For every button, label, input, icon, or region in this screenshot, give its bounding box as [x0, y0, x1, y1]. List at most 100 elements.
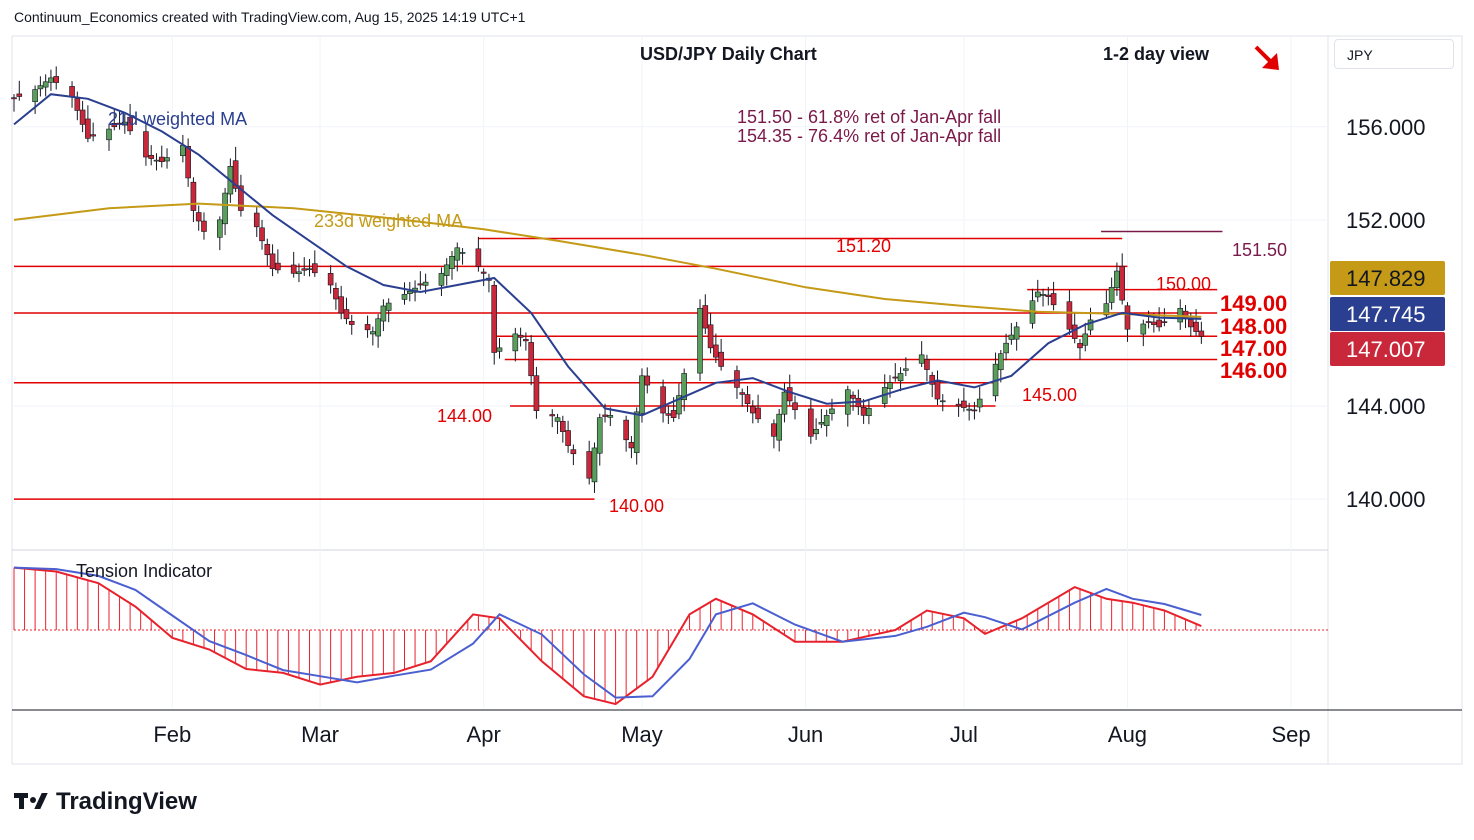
- support-resistance-lines: [14, 230, 1223, 500]
- candle: [939, 394, 946, 412]
- chart-text-labels: 151.20 151.50 150.00 149.00148.00147.00146.…: [76, 44, 1289, 581]
- candle-body: [158, 156, 165, 162]
- candle-body: [533, 375, 540, 411]
- level-label-149-00: 149.00: [1220, 291, 1287, 316]
- candle-body: [1198, 330, 1205, 337]
- candle-body: [480, 271, 487, 274]
- candle: [1050, 281, 1057, 311]
- candle-body: [660, 386, 666, 414]
- candle-body: [301, 268, 308, 271]
- candle-body: [153, 159, 160, 162]
- candle: [955, 398, 962, 417]
- candle-body: [586, 451, 593, 479]
- candle-body: [370, 331, 376, 335]
- candle: [829, 398, 835, 421]
- candle: [702, 294, 709, 335]
- candle-body: [1140, 323, 1147, 335]
- candle-body: [607, 415, 614, 418]
- candle-body: [264, 243, 271, 256]
- candle: [844, 385, 851, 427]
- candle-body: [517, 334, 524, 338]
- candle-body: [739, 392, 746, 395]
- candle-body: [1156, 319, 1162, 328]
- candle-body: [1082, 333, 1089, 346]
- candle-body: [69, 86, 75, 97]
- candle-body: [1103, 303, 1110, 316]
- candle: [681, 368, 687, 412]
- candle: [1156, 307, 1162, 332]
- candle-body: [127, 116, 133, 132]
- candle: [718, 338, 724, 371]
- price-tag-label: 147.007: [1346, 337, 1426, 362]
- view-label: 1-2 day view: [1103, 44, 1210, 64]
- candle-body: [823, 415, 830, 427]
- candle: [16, 80, 23, 101]
- tension-title: Tension Indicator: [76, 561, 212, 581]
- candle: [417, 271, 424, 290]
- candle: [1034, 279, 1041, 303]
- candle: [217, 216, 223, 251]
- candle-body: [955, 403, 962, 407]
- candle: [111, 109, 118, 131]
- candle: [90, 122, 96, 142]
- candle: [180, 134, 186, 163]
- candle-body: [79, 109, 86, 125]
- candle: [628, 435, 635, 459]
- candle: [37, 76, 44, 97]
- candle-body: [190, 181, 197, 211]
- price-tag-label: 147.745: [1346, 302, 1426, 327]
- candle: [697, 299, 703, 381]
- candle: [1029, 288, 1036, 329]
- candle-body: [850, 394, 856, 399]
- candle-body: [1114, 270, 1120, 288]
- candle-body: [380, 305, 387, 322]
- candle: [401, 282, 408, 305]
- candle-body: [259, 227, 265, 242]
- candle-body: [16, 93, 23, 97]
- candle: [918, 341, 925, 368]
- candle-body: [998, 353, 1004, 371]
- candle-body: [111, 123, 118, 128]
- ma233-label: 233d weighted MA: [314, 211, 463, 231]
- candle: [253, 206, 260, 237]
- candle-body: [11, 97, 17, 100]
- candle: [934, 370, 941, 406]
- candle-body: [443, 264, 450, 276]
- candle: [586, 440, 593, 485]
- time-tick-label: Jun: [788, 722, 823, 747]
- candle-body: [808, 408, 814, 437]
- candle: [823, 409, 830, 437]
- candle-body: [1145, 321, 1152, 323]
- candle-body: [217, 219, 223, 238]
- candle: [739, 388, 746, 407]
- candle: [438, 267, 445, 297]
- price-tag-box: [1330, 261, 1445, 295]
- candle-body: [269, 253, 276, 270]
- time-tick-label: Jul: [950, 722, 978, 747]
- candle-body: [771, 423, 777, 437]
- candle: [74, 91, 81, 121]
- candle: [897, 367, 904, 392]
- candle-body: [596, 417, 603, 454]
- candle-body: [697, 307, 703, 374]
- candle: [971, 401, 978, 420]
- candle-body: [459, 252, 466, 254]
- chart-frame: [11, 35, 1463, 765]
- annotation-61-8: 151.50 - 61.8% ret of Jan-Apr fall: [737, 107, 1001, 127]
- candle-body: [570, 449, 577, 455]
- candle: [459, 248, 466, 265]
- annotation-76-4: 154.35 - 76.4% ret of Jan-Apr fall: [737, 126, 1001, 146]
- time-tick-label: May: [621, 722, 663, 747]
- tradingview-mark-icon: [14, 791, 52, 811]
- candle: [449, 250, 455, 280]
- symbol-search-box[interactable]: JPY: [1334, 39, 1454, 69]
- candle-body: [164, 157, 170, 162]
- candle: [1114, 262, 1120, 296]
- candle-body: [1187, 319, 1194, 328]
- candle-body: [148, 155, 155, 159]
- candle: [818, 408, 825, 429]
- candle: [195, 205, 202, 231]
- candle-body: [591, 447, 598, 483]
- candle-body: [749, 406, 756, 414]
